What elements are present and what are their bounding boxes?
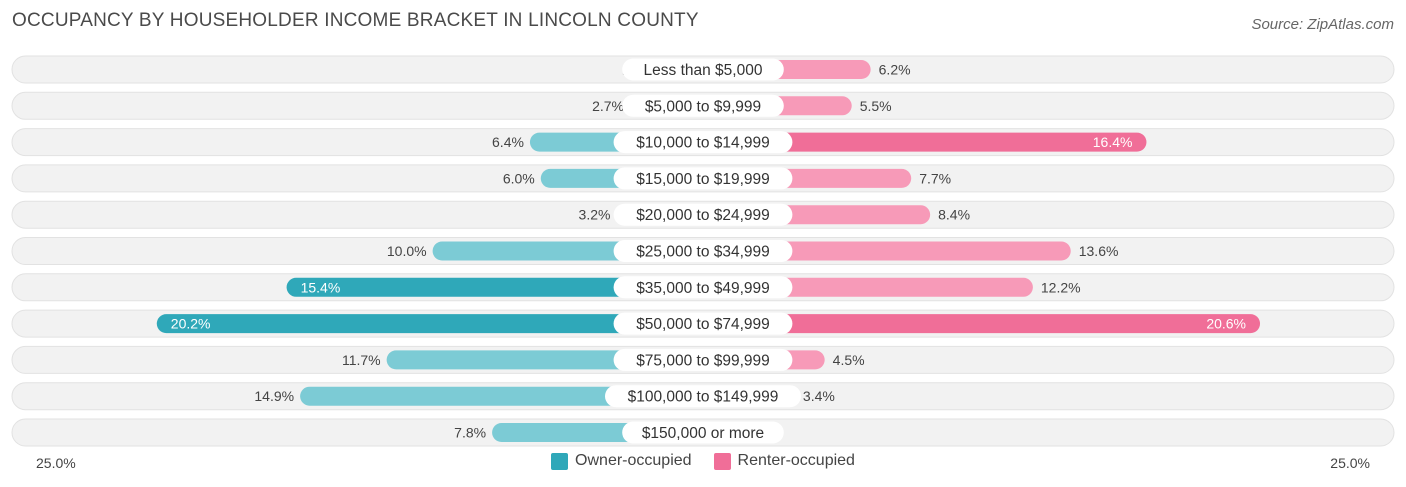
- category-label: $15,000 to $19,999: [636, 171, 770, 188]
- category-label: $35,000 to $49,999: [636, 280, 770, 297]
- category-label: $10,000 to $14,999: [636, 135, 770, 152]
- renter-bar: [703, 132, 1147, 152]
- owner-value-label: 11.7%: [342, 352, 381, 368]
- owner-bar: [156, 314, 704, 334]
- category-pill: [622, 58, 784, 81]
- renter-value-label: 16.4%: [1093, 134, 1133, 150]
- category-label: $25,000 to $34,999: [636, 244, 770, 261]
- category-label: $75,000 to $99,999: [636, 352, 770, 369]
- category-pill: [622, 421, 784, 444]
- axis-right-label: 25.0%: [1330, 455, 1370, 471]
- category-pill: [613, 312, 793, 335]
- renter-value-label: 7.7%: [919, 170, 951, 186]
- owner-value-label: 2.7%: [592, 98, 624, 114]
- legend-label-owner: Owner-occupied: [575, 452, 692, 469]
- category-label: $50,000 to $74,999: [636, 316, 770, 333]
- renter-value-label: 13.6%: [1079, 243, 1119, 259]
- owner-value-label: 6.0%: [503, 170, 535, 186]
- owner-value-label: 10.0%: [387, 243, 427, 259]
- owner-bar: [286, 277, 703, 297]
- renter-bar: [703, 314, 1261, 334]
- axis-left-label: 25.0%: [36, 455, 76, 471]
- category-pill: [613, 348, 793, 371]
- category-pill: [613, 276, 793, 299]
- category-pill: [613, 203, 793, 226]
- renter-value-label: 8.4%: [938, 207, 970, 223]
- owner-bar: [300, 386, 703, 406]
- renter-value-label: 12.2%: [1041, 279, 1081, 295]
- category-pill: [613, 240, 793, 262]
- renter-bar: [703, 241, 1071, 261]
- renter-value-label: 3.4%: [803, 388, 835, 404]
- category-pill: [613, 167, 793, 190]
- owner-value-label: 20.2%: [171, 316, 211, 332]
- legend-swatch-renter: [713, 452, 731, 470]
- legend-swatch-owner: [551, 452, 569, 470]
- legend-label-renter: Renter-occupied: [737, 452, 855, 469]
- renter-value-label: 4.5%: [833, 352, 865, 368]
- legend-item-renter[interactable]: Renter-occupied: [713, 452, 855, 470]
- category-label: $20,000 to $24,999: [636, 207, 770, 224]
- renter-value-label: 5.5%: [860, 98, 892, 114]
- renter-value-label: 6.2%: [879, 62, 911, 78]
- source-credit: Source: ZipAtlas.com: [1251, 16, 1394, 33]
- renter-value-label: 20.6%: [1206, 316, 1246, 332]
- owner-value-label: 3.2%: [579, 207, 611, 223]
- category-label: Less than $5,000: [644, 62, 763, 79]
- category-label: $150,000 or more: [642, 425, 764, 442]
- owner-value-label: 6.4%: [492, 134, 524, 150]
- chart-title: OCCUPANCY BY HOUSEHOLDER INCOME BRACKET …: [12, 10, 699, 31]
- owner-value-label: 15.4%: [301, 279, 341, 295]
- category-pill: [613, 131, 793, 154]
- legend-item-owner[interactable]: Owner-occupied: [551, 452, 692, 470]
- category-pill: [605, 385, 801, 408]
- owner-value-label: 7.8%: [454, 425, 486, 441]
- legend: Owner-occupied Renter-occupied: [0, 452, 1406, 470]
- category-label: $100,000 to $149,999: [628, 389, 779, 406]
- owner-value-label: 14.9%: [254, 388, 294, 404]
- category-label: $5,000 to $9,999: [645, 98, 761, 115]
- category-pill: [622, 94, 784, 117]
